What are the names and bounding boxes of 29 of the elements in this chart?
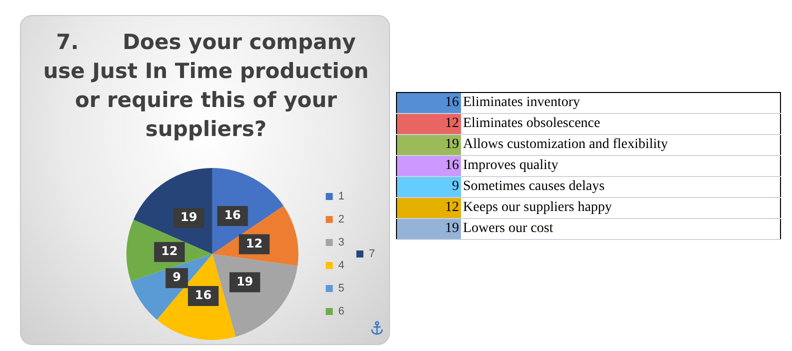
legend-label: 3 <box>338 236 344 249</box>
category-label: Keeps our suppliers happy <box>461 198 780 218</box>
data-label: 12 <box>396 114 461 134</box>
chart-title: 7. Does your company use Just In Time production or require this of your suppliers? <box>42 29 370 143</box>
data-label: 16 <box>194 288 212 302</box>
category-label: Allows customization and flexibility <box>461 134 780 156</box>
legend-label: 4 <box>338 260 344 272</box>
data-label: 16 <box>224 208 241 222</box>
legend-label: 7 <box>368 248 376 260</box>
category-label: Lowers our cost <box>461 218 780 240</box>
data-label: 9 <box>396 176 461 198</box>
data-label: 19 <box>236 274 254 288</box>
data-label: 12 <box>246 236 263 250</box>
data-label: 19 <box>396 218 461 240</box>
category-label: Improves quality <box>461 156 780 176</box>
legend-label: 1 <box>338 190 344 203</box>
legend-label: 2 <box>338 214 344 226</box>
data-label: 16 <box>396 156 461 176</box>
category-label: Sometimes causes delays <box>461 176 780 198</box>
category-label: Eliminates inventory <box>461 92 780 114</box>
category-label: Eliminates obsolescence <box>461 114 780 134</box>
data-label: 12 <box>161 244 178 258</box>
data-label: 19 <box>396 134 461 156</box>
legend-label: 6 <box>338 306 344 318</box>
data-label: 12 <box>396 198 461 218</box>
data-label: 19 <box>180 210 198 224</box>
data-label: 16 <box>396 92 461 114</box>
legend-label: 5 <box>338 282 344 295</box>
data-label: 9 <box>172 270 181 284</box>
